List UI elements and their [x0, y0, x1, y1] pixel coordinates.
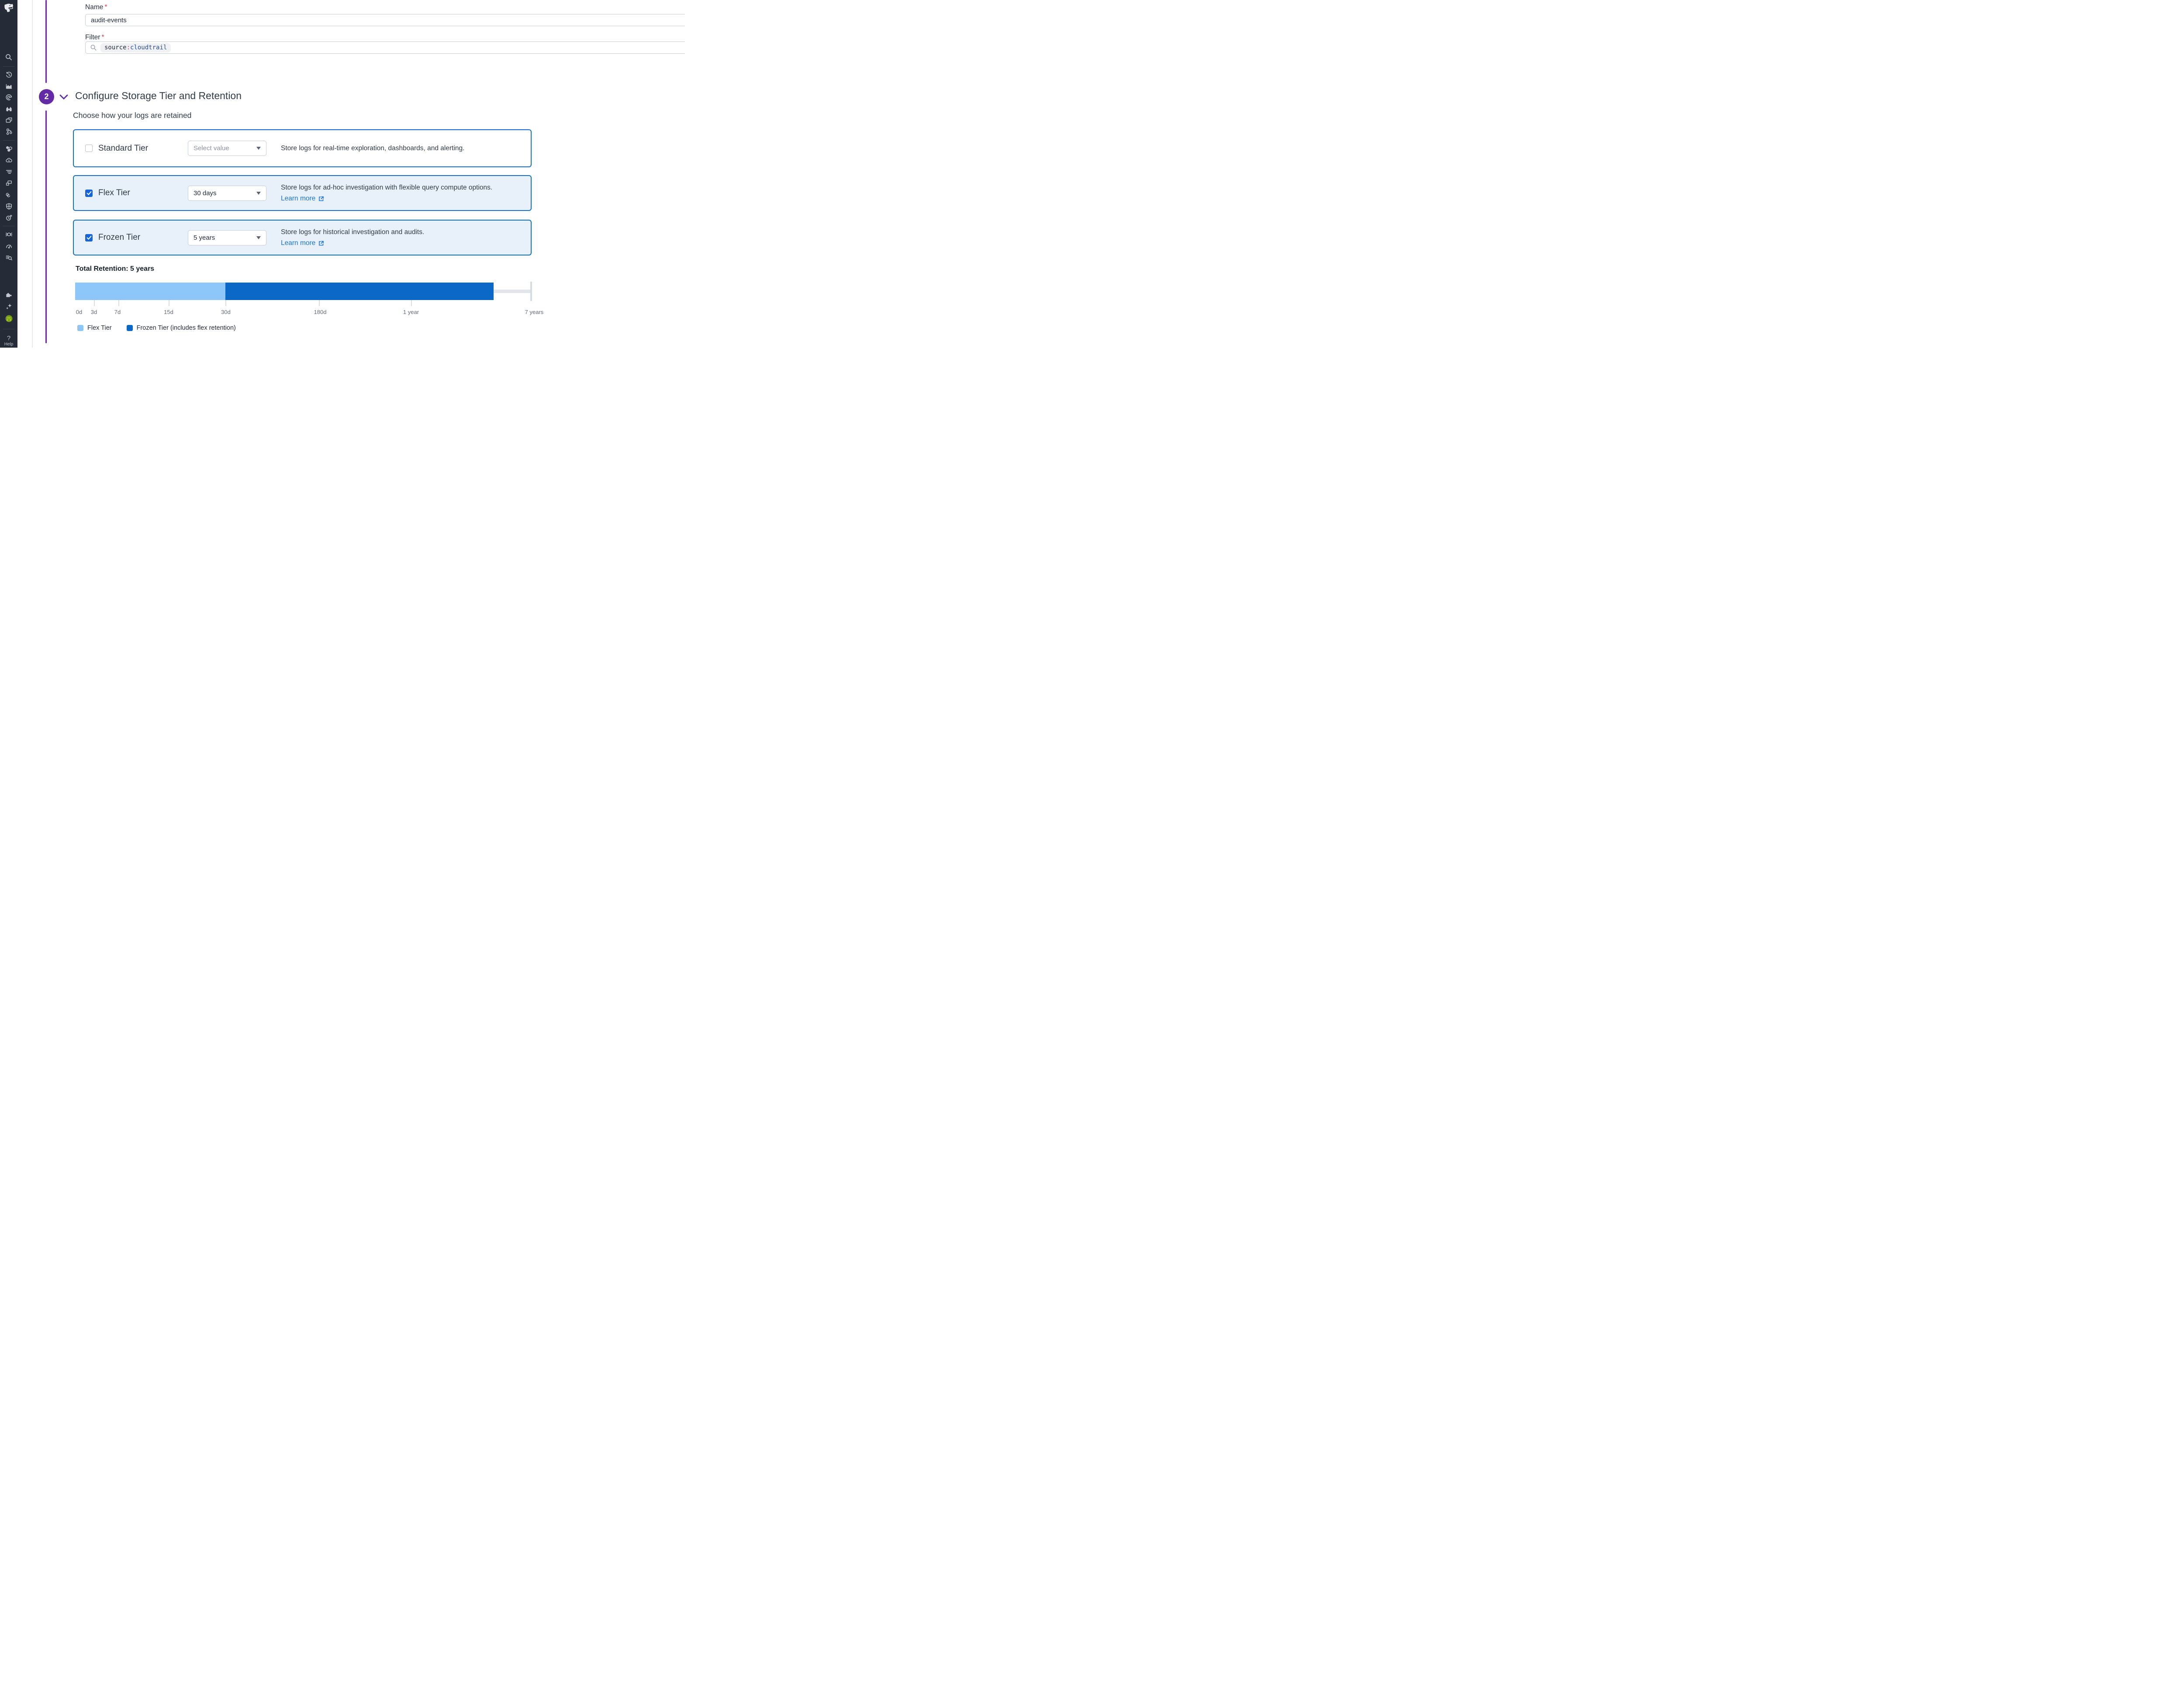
- axis-label: 180d: [314, 309, 327, 315]
- checkmark-icon: [86, 191, 91, 196]
- frozen-tier-retention-dropdown[interactable]: 5 years: [188, 230, 266, 245]
- external-link-icon: [319, 241, 324, 245]
- log-explorer-icon[interactable]: [3, 252, 14, 263]
- profiling-icon[interactable]: [3, 241, 14, 252]
- axis-extension-line: [494, 290, 531, 293]
- help-icon: ?: [7, 335, 11, 342]
- standard-tier-retention-dropdown[interactable]: Select value: [188, 141, 266, 156]
- axis-tick: [118, 300, 119, 306]
- frozen-tier-swatch-icon: [126, 325, 133, 331]
- learn-more-link[interactable]: Learn more: [281, 238, 324, 248]
- axis-label: 7d: [114, 309, 121, 315]
- caret-down-icon: [256, 191, 261, 195]
- section-title: Configure Storage Tier and Retention: [75, 90, 242, 101]
- security-icon[interactable]: [3, 200, 14, 212]
- flex-tier-checkbox[interactable]: [85, 189, 93, 197]
- history-icon[interactable]: [3, 69, 14, 80]
- integrations-icon[interactable]: [3, 289, 14, 300]
- svg-text:$: $: [8, 159, 10, 162]
- standard-tier-checkbox[interactable]: [85, 145, 93, 152]
- axis-end-tick: [530, 282, 532, 301]
- step-connector-line-bottom: [45, 110, 47, 343]
- required-asterisk: *: [101, 34, 104, 41]
- caret-down-icon: [256, 147, 261, 150]
- logs-icon[interactable]: [3, 166, 14, 177]
- tier-description: Store logs for real-time exploration, da…: [281, 145, 465, 152]
- datadog-logo-icon[interactable]: [3, 2, 15, 14]
- name-input[interactable]: [85, 14, 685, 26]
- panel-left-rule: [32, 0, 33, 348]
- external-link-icon: [319, 196, 324, 201]
- legend-item-flex: Flex Tier: [77, 324, 112, 331]
- axis-label: 1 year: [403, 309, 419, 315]
- slo-icon[interactable]: [3, 212, 14, 223]
- apm-trace-icon[interactable]: [3, 92, 14, 103]
- step-connector-line-top: [45, 0, 47, 83]
- error-tracking-icon[interactable]: [3, 229, 14, 240]
- checkmark-icon: [86, 235, 91, 240]
- search-icon: [90, 44, 97, 53]
- flex-tier-bar-segment: [75, 283, 225, 300]
- rum-icon[interactable]: [3, 177, 14, 189]
- axis-label: 0d: [76, 309, 83, 315]
- required-asterisk: *: [104, 3, 107, 11]
- chevron-down-icon[interactable]: [59, 92, 69, 102]
- axis-tick: [411, 300, 412, 306]
- cloud-cost-icon[interactable]: $: [3, 155, 14, 166]
- axis-label: 7 years: [525, 309, 544, 315]
- flex-tier-retention-dropdown[interactable]: 30 days: [188, 185, 266, 201]
- axis-tick: [225, 300, 226, 306]
- frozen-tier-checkbox[interactable]: [85, 234, 93, 242]
- tier-label: Standard Tier: [98, 143, 149, 153]
- retention-timeline-chart: 0d 3d 7d 15d 30d 180d 1 year 7 years: [75, 282, 543, 333]
- sidebar-divider: [3, 66, 14, 67]
- chart-legend: Flex Tier Frozen Tier (includes flex ret…: [77, 324, 236, 331]
- watchdog-icon[interactable]: [3, 103, 14, 114]
- help-label: Help: [4, 342, 14, 347]
- frozen-tier-card: Frozen Tier 5 years Store logs for histo…: [73, 220, 532, 255]
- metrics-icon[interactable]: [3, 80, 14, 92]
- user-avatar[interactable]: [3, 313, 14, 324]
- filter-query-token[interactable]: source: cloudtrail: [100, 43, 171, 52]
- flex-tier-card: Flex Tier 30 days Store logs for ad-hoc …: [73, 175, 532, 211]
- learn-more-link[interactable]: Learn more: [281, 193, 324, 204]
- axis-tick: [94, 300, 95, 306]
- axis-tick: [319, 300, 320, 306]
- axis-label: 3d: [90, 309, 97, 315]
- name-field-label: Name *: [85, 3, 107, 11]
- filter-field-label: Filter *: [85, 34, 104, 41]
- axis-label: 30d: [221, 309, 231, 315]
- infrastructure-icon[interactable]: [3, 114, 14, 126]
- tier-label: Frozen Tier: [98, 233, 141, 242]
- help-button[interactable]: ? Help: [0, 335, 17, 347]
- ci-cd-icon[interactable]: [3, 189, 14, 200]
- flex-tier-swatch-icon: [77, 325, 83, 331]
- frozen-tier-bar-segment: [225, 283, 494, 300]
- tier-description: Store logs for historical investigation …: [281, 227, 424, 248]
- datadog-logs-index-config-page: $: [0, 0, 685, 348]
- caret-down-icon: [256, 236, 261, 239]
- sidebar: $: [0, 0, 17, 348]
- section-subtitle: Choose how your logs are retained: [73, 111, 192, 120]
- sidebar-divider: [3, 140, 14, 141]
- standard-tier-card: Standard Tier Select value Store logs fo…: [73, 129, 532, 167]
- tier-description: Store logs for ad-hoc investigation with…: [281, 182, 492, 204]
- legend-item-frozen: Frozen Tier (includes flex retention): [126, 324, 236, 331]
- service-map-icon[interactable]: [3, 126, 14, 137]
- ai-assistant-icon[interactable]: [3, 300, 14, 312]
- search-icon[interactable]: [3, 52, 14, 63]
- axis-label: 15d: [164, 309, 173, 315]
- filter-input[interactable]: source: cloudtrail: [85, 41, 685, 54]
- containers-icon[interactable]: [3, 143, 14, 154]
- tier-label: Flex Tier: [98, 188, 130, 197]
- total-retention-label: Total Retention: 5 years: [76, 265, 155, 273]
- step-number-badge: 2: [39, 89, 54, 104]
